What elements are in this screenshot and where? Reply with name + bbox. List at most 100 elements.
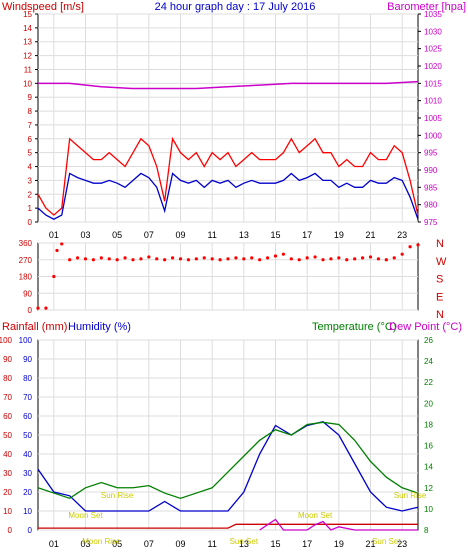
wind-direction-point xyxy=(186,258,191,262)
windspeed-tick-label: 14 xyxy=(23,24,32,33)
temperature-tick-label: 14 xyxy=(424,463,433,472)
humidity-axis-label: Humidity (%) xyxy=(68,321,131,333)
wind-direction-point xyxy=(408,245,412,249)
compass-direction-label: N xyxy=(436,309,444,321)
wind-direction-point xyxy=(170,256,175,260)
temperature-axis-label: Temperature (°C) xyxy=(312,321,396,333)
windspeed-tick-label: 10 xyxy=(23,79,32,88)
wind-direction-point xyxy=(194,257,198,261)
panel0-x-tick-label: 01 xyxy=(49,230,59,240)
wind-direction-point xyxy=(163,258,167,262)
windspeed-tick-label: 0 xyxy=(28,218,33,227)
panel0-x-tick-label: 07 xyxy=(144,230,154,240)
wind-direction-point xyxy=(313,255,317,259)
rainfall-tick-label: 20 xyxy=(3,488,12,497)
temperature-tick-label: 16 xyxy=(424,442,433,451)
wind-direction-point xyxy=(353,257,357,261)
wind-direction-point xyxy=(305,256,309,260)
wind-direction-point xyxy=(297,258,301,262)
wind-direction-point xyxy=(242,257,246,261)
wind-direction-point xyxy=(147,255,151,259)
wind-direction-point xyxy=(68,258,72,262)
temperature-tick-label: 18 xyxy=(424,420,433,429)
windspeed-axis-label: Windspeed [m/s] xyxy=(2,1,84,13)
barometer-tick-label: 1030 xyxy=(424,27,442,36)
rainfall-series-line xyxy=(38,523,418,529)
windspeed-tick-label: 6 xyxy=(28,135,33,144)
wind-direction-point xyxy=(337,256,341,260)
rainfall-tick-label: 0 xyxy=(8,526,13,535)
panel0-x-tick-label: 13 xyxy=(239,230,249,240)
humidity-tick-label: 60 xyxy=(23,412,32,421)
windspeed-tick-label: 7 xyxy=(28,121,33,130)
direction-tick-label: 90 xyxy=(23,289,32,298)
temperature-tick-label: 10 xyxy=(424,505,433,514)
wind-direction-point xyxy=(250,256,254,260)
dewpoint-series-line xyxy=(259,518,418,531)
windspeed-tick-label: 12 xyxy=(23,52,32,61)
panel0-x-tick-label: 17 xyxy=(302,230,312,240)
direction-tick-label: 360 xyxy=(19,239,33,248)
sun-moon-annotation: Sun Set xyxy=(230,537,259,546)
temperature-tick-label: 12 xyxy=(424,484,433,493)
humidity-tick-label: 70 xyxy=(23,393,32,402)
wind-direction-point xyxy=(36,306,40,310)
windspeed-tick-label: 2 xyxy=(28,190,33,199)
temperature-tick-label: 24 xyxy=(424,357,433,366)
panel2-x-tick-label: 15 xyxy=(270,539,280,549)
humidity-tick-label: 90 xyxy=(23,355,32,364)
sun-moon-annotation: Sun Rise xyxy=(394,491,427,500)
wind-direction-point xyxy=(258,258,262,262)
sun-moon-annotation: Moon Set xyxy=(68,511,103,520)
temperature-tick-label: 20 xyxy=(424,399,433,408)
chart-title: 24 hour graph day : 17 July 2016 xyxy=(155,1,316,13)
barometer-tick-label: 975 xyxy=(424,218,438,227)
wind-direction-point xyxy=(416,243,420,247)
windspeed-tick-label: 8 xyxy=(28,107,33,116)
wind-direction-point xyxy=(52,274,56,279)
barometer-tick-label: 990 xyxy=(424,166,438,175)
humidity-tick-label: 100 xyxy=(19,336,33,345)
windspeed-tick-label: 15 xyxy=(23,10,32,19)
wind-direction-point xyxy=(107,257,111,261)
rainfall-tick-label: 50 xyxy=(3,431,12,440)
wind-direction-point xyxy=(368,255,373,259)
panel2-x-tick-label: 05 xyxy=(112,539,122,549)
wind-direction-point xyxy=(234,256,238,260)
panel2-x-tick-label: 03 xyxy=(80,539,90,549)
humidity-tick-label: 30 xyxy=(23,469,32,478)
panel0-x-tick-label: 19 xyxy=(334,230,344,240)
temperature-series-line xyxy=(37,421,419,500)
barometer-tick-label: 1025 xyxy=(424,45,442,54)
barometer-tick-label: 995 xyxy=(424,149,438,158)
panel2-x-tick-label: 17 xyxy=(302,539,312,549)
wind-direction-point xyxy=(281,252,286,256)
windspeed-tick-label: 3 xyxy=(28,176,33,185)
barometer-tick-label: 1035 xyxy=(424,10,442,19)
panel0-x-tick-label: 03 xyxy=(80,230,90,240)
humidity-tick-label: 80 xyxy=(23,374,32,383)
panel2-x-tick-label: 19 xyxy=(334,539,344,549)
wind-direction-point xyxy=(376,257,381,261)
barometer-tick-label: 985 xyxy=(424,183,438,192)
wind-direction-point xyxy=(60,242,64,246)
wind-direction-point xyxy=(115,258,119,262)
panel0-x-tick-label: 09 xyxy=(175,230,185,240)
wind-direction-point xyxy=(123,256,127,260)
wind-direction-point xyxy=(289,257,293,261)
wind-direction-point xyxy=(265,256,270,260)
average-series-line xyxy=(37,172,419,220)
wind-direction-point xyxy=(273,254,278,258)
windspeed-tick-label: 1 xyxy=(28,204,33,213)
windspeed-tick-label: 13 xyxy=(23,38,32,47)
panel0-x-tick-label: 21 xyxy=(365,230,375,240)
sun-moon-annotation: Moon Set xyxy=(298,511,333,520)
compass-direction-label: W xyxy=(436,256,447,268)
wind-direction-point xyxy=(218,258,222,262)
rainfall-tick-label: 100 xyxy=(0,336,13,345)
dewpoint-axis-label: Dew Point (°C) xyxy=(389,321,462,333)
wind-direction-point xyxy=(139,257,143,261)
panel2-x-tick-label: 07 xyxy=(144,539,154,549)
